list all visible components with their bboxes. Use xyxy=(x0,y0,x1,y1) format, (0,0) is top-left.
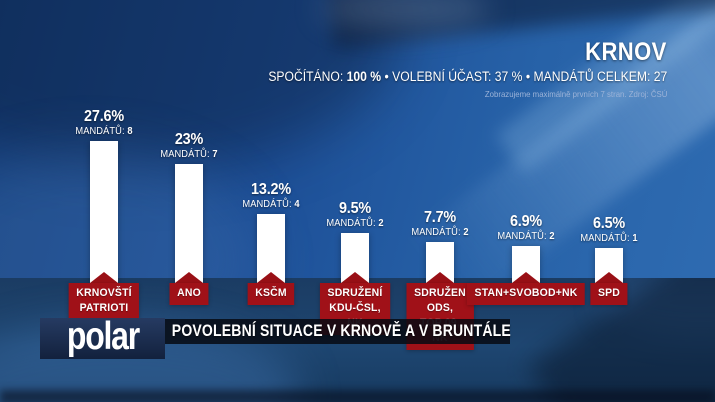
polar-logo: polar xyxy=(40,314,165,359)
bar-mandates: MANDÁTŮ: 2 xyxy=(456,231,596,243)
bar-value-labels: 13.2% MANDÁTŮ: 4 xyxy=(196,181,346,211)
bar-ribbon-notch xyxy=(426,272,454,283)
bar-percent: 7.7% xyxy=(423,208,457,226)
bar-mandates: MANDÁTŮ: 1 xyxy=(539,233,679,245)
computed-label: SPOČÍTÁNO: xyxy=(268,69,344,84)
bar-ribbon-notch xyxy=(595,272,623,283)
band-bottom-shade xyxy=(0,390,715,402)
bar-value-labels: 9.5% MANDÁTŮ: 2 xyxy=(280,200,430,230)
polar-logo-text: polar xyxy=(66,314,139,358)
bar-value-labels: 27.6% MANDÁTŮ: 8 xyxy=(29,108,179,138)
mandates-value: 1 xyxy=(632,233,638,245)
mandates-value: 2 xyxy=(549,231,555,243)
bar-mandates: MANDÁTŮ: 2 xyxy=(285,218,425,230)
mandates-label: MANDÁTŮ: xyxy=(75,126,128,138)
bar-value-labels: 6.5% MANDÁTŮ: 1 xyxy=(534,215,684,245)
mandates-value: 2 xyxy=(463,226,469,238)
bar-value-labels: 23% MANDÁTŮ: 7 xyxy=(114,131,264,161)
bar-percent: 9.5% xyxy=(338,199,372,217)
mandates-label: MANDÁTŮ: xyxy=(411,226,464,238)
turnout-label: VOLEBNÍ ÚČAST: xyxy=(391,69,492,84)
bar-percent: 13.2% xyxy=(251,181,291,199)
mandates-label: MANDÁTŮ: xyxy=(160,149,213,161)
bar-ribbon-notch xyxy=(341,272,369,283)
bar-percent: 6.9% xyxy=(509,213,543,231)
party-label-line: SDRUŽENÍ xyxy=(327,287,383,299)
page-title: KRNOV xyxy=(585,38,667,66)
mandates-value: 4 xyxy=(294,199,300,211)
bar-value-labels: 7.7% MANDÁTŮ: 2 xyxy=(365,209,515,239)
header-stats: SPOČÍTÁNO: 100 % • VOLEBNÍ ÚČAST: 37 % •… xyxy=(268,69,667,84)
bg-diagonal-light-streak xyxy=(495,0,715,174)
party-label-box: KSČM xyxy=(247,283,295,305)
bg-diagonal-light-streak xyxy=(408,0,715,312)
party-label-line: SDRUŽEN xyxy=(414,287,466,299)
bar-mandates: MANDÁTŮ: 7 xyxy=(119,149,259,161)
party-label-line: PATRIOTI xyxy=(79,302,129,314)
source-note: Zobrazujeme maximálně prvních 7 stran. Z… xyxy=(484,89,667,99)
mandates-label: MANDÁTŮ: xyxy=(580,233,633,245)
party-label-line: KSČM xyxy=(255,287,287,299)
mandates-label: MANDÁTŮ: xyxy=(497,231,550,243)
party-label-line: KDU-ČSL, xyxy=(329,302,381,314)
separator-dot: • xyxy=(384,69,389,84)
turnout-value: 37 % xyxy=(494,69,523,84)
party-label-box: SPD xyxy=(590,283,628,305)
computed-value: 100 % xyxy=(346,69,381,84)
bar-ribbon-notch xyxy=(175,272,203,283)
bar xyxy=(175,164,203,283)
party-label-line: ODS, xyxy=(426,302,454,314)
total-mandates-label: MANDÁTŮ CELKEM: xyxy=(533,69,651,84)
bar-percent: 6.5% xyxy=(592,215,626,233)
party-label-line: STAN+SVOBOD+NK xyxy=(474,287,578,299)
party-label-box: KRNOVŠTÍ PATRIOTI xyxy=(68,283,140,320)
party-label-box: STAN+SVOBOD+NK xyxy=(466,283,586,305)
mandates-value: 7 xyxy=(212,149,218,161)
total-mandates-value: 27 xyxy=(653,69,667,84)
mandates-value: 2 xyxy=(378,217,384,229)
news-ticker: POVOLEBNÍ SITUACE V KRNOVĚ A V BRUNTÁLE xyxy=(165,319,511,344)
bar xyxy=(257,214,285,283)
mandates-label: MANDÁTŮ: xyxy=(242,199,295,211)
bar-ribbon-notch xyxy=(512,272,540,283)
bar-mandates: MANDÁTŮ: 8 xyxy=(34,126,174,138)
mandates-label: MANDÁTŮ: xyxy=(326,217,379,229)
bar xyxy=(90,141,118,283)
bar-value-labels: 6.9% MANDÁTŮ: 2 xyxy=(451,213,601,243)
mandates-value: 8 xyxy=(127,126,133,138)
bar-ribbon-notch xyxy=(257,272,285,283)
news-ticker-text: POVOLEBNÍ SITUACE V KRNOVĚ A V BRUNTÁLE xyxy=(171,322,511,340)
separator-dot: • xyxy=(525,69,530,84)
bar-percent: 23% xyxy=(174,131,204,149)
party-label-box: ANO xyxy=(169,283,209,305)
party-label-line: ANO xyxy=(177,287,201,299)
party-label-line: SPD xyxy=(597,287,621,299)
bar-percent: 27.6% xyxy=(84,108,124,126)
bg-top-gray-glow xyxy=(320,0,490,30)
bar-mandates: MANDÁTŮ: 2 xyxy=(370,227,510,239)
bar-mandates: MANDÁTŮ: 4 xyxy=(201,199,341,211)
party-label-line: KRNOVŠTÍ xyxy=(76,287,132,299)
bar-ribbon-notch xyxy=(90,272,118,283)
